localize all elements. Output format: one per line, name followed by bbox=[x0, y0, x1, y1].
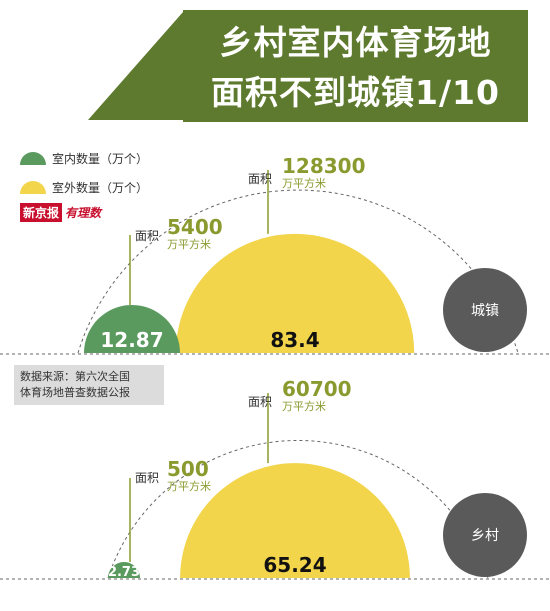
category-circle bbox=[443, 268, 527, 352]
legend-outdoor: 室外数量（万个） bbox=[20, 179, 148, 196]
area-value-label: 5400 bbox=[167, 215, 223, 239]
area-unit-label: 万平方米 bbox=[282, 399, 326, 413]
legend-indoor: 室内数量（万个） bbox=[20, 150, 148, 167]
outdoor-half-disc bbox=[175, 233, 415, 353]
indoor-value-label: 12.87 bbox=[100, 328, 163, 352]
area-unit-label: 万平方米 bbox=[167, 237, 211, 251]
source-line-2: 体育场地普查数据公报 bbox=[20, 386, 130, 399]
category-label: 乡村 bbox=[471, 528, 499, 544]
category-circle bbox=[443, 493, 527, 577]
legend-indoor-swatch bbox=[20, 152, 46, 165]
category-label: 城镇 bbox=[471, 303, 499, 319]
area-prefix-label: 面积 bbox=[248, 172, 272, 186]
legend-outdoor-swatch bbox=[20, 181, 46, 194]
outdoor-value-label: 65.24 bbox=[263, 553, 326, 577]
source-line-1: 数据来源：第六次全国 bbox=[20, 370, 130, 383]
title-triangle bbox=[88, 12, 183, 120]
indoor-half-disc bbox=[108, 562, 140, 578]
title-line-2: 面积不到城镇1/10 bbox=[211, 73, 500, 112]
indoor-half-disc bbox=[84, 305, 180, 353]
logo-part-1: 新京报 bbox=[20, 203, 63, 222]
legend-indoor-label: 室内数量（万个） bbox=[52, 152, 149, 166]
logo-part-2: 有理数 bbox=[65, 206, 102, 220]
outdoor-value-label: 83.4 bbox=[270, 328, 319, 352]
area-unit-label: 万平方米 bbox=[282, 176, 326, 190]
area-prefix-label: 面积 bbox=[135, 229, 159, 243]
area-value-label: 128300 bbox=[282, 154, 366, 178]
area-value-label: 500 bbox=[167, 457, 209, 481]
title-line-1: 乡村室内体育场地 bbox=[219, 23, 492, 62]
area-value-label: 60700 bbox=[282, 377, 352, 401]
brand-logo: 新京报 有理数 bbox=[20, 203, 101, 222]
area-unit-label: 万平方米 bbox=[167, 479, 211, 493]
indoor-value-label: 2.73 bbox=[108, 565, 140, 580]
title-banner: 乡村室内体育场地 面积不到城镇1/10 bbox=[183, 10, 528, 122]
data-source-note: 数据来源：第六次全国 体育场地普查数据公报 bbox=[14, 365, 164, 405]
area-prefix-label: 面积 bbox=[248, 395, 272, 409]
legend-outdoor-label: 室外数量（万个） bbox=[52, 181, 149, 195]
area-prefix-label: 面积 bbox=[135, 471, 159, 485]
outdoor-half-disc bbox=[180, 463, 410, 578]
